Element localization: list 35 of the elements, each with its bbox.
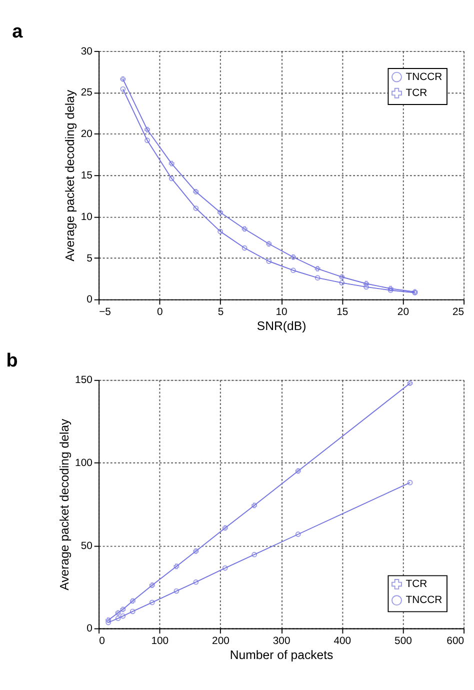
x-tick-label: 0 (99, 636, 106, 647)
x-tick-label: 10 (276, 306, 288, 318)
x-axis-title: Number of packets (230, 648, 334, 662)
y-axis-title: Average packet decoding delay (57, 418, 72, 590)
y-tick-label: 30 (80, 46, 93, 58)
x-tick-label: −5 (99, 306, 112, 318)
x-tick-label: 400 (334, 636, 352, 647)
y-tick-label: 0 (86, 624, 93, 635)
x-tick-label: 200 (212, 636, 230, 647)
y-tick-label: 15 (80, 170, 93, 182)
y-tick-label: 100 (75, 458, 93, 470)
x-axis-title: SNR(dB) (256, 319, 306, 334)
y-tick-label: 10 (80, 212, 93, 223)
legend-label: TNCCR (406, 595, 443, 606)
x-tick-label: 0 (157, 306, 163, 318)
y-tick-label: 150 (75, 375, 93, 386)
x-tick-label: 100 (151, 636, 169, 647)
legend-label: TCR (406, 88, 428, 99)
x-tick-label: 500 (394, 636, 412, 647)
x-tick-label: 600 (446, 636, 464, 647)
x-tick-label: 300 (272, 636, 290, 647)
y-tick-label: 25 (80, 88, 93, 99)
y-tick-label: 20 (80, 129, 93, 140)
legend-label: TNCCR (406, 72, 443, 83)
y-tick-label: 0 (86, 294, 93, 306)
y-axis-title: Average packet decoding delay (63, 88, 78, 262)
x-tick-label: 15 (336, 306, 348, 318)
x-tick-label: 5 (218, 306, 224, 318)
chart-title: a (12, 22, 24, 43)
chart-title: b (6, 350, 18, 372)
x-tick-label: 25 (452, 306, 464, 318)
legend-label: TCR (406, 579, 428, 590)
y-tick-label: 5 (86, 253, 93, 264)
x-tick-label: 20 (397, 306, 410, 318)
y-tick-label: 50 (80, 540, 93, 552)
